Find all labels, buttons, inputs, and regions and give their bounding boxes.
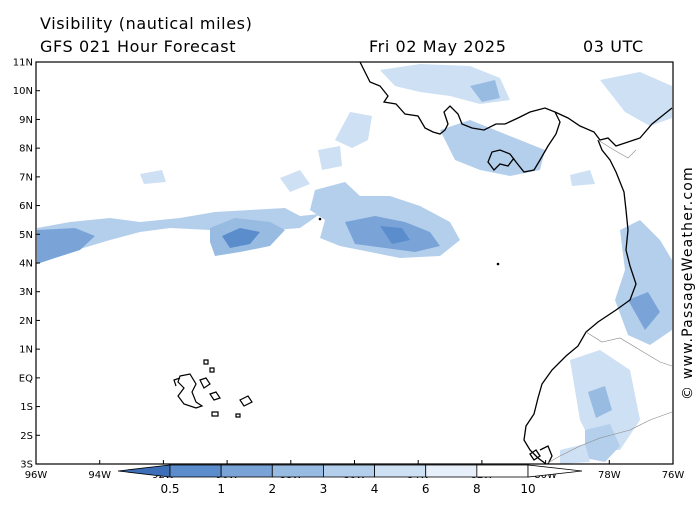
genovesa-island [209,367,215,373]
fog-patch-colombia-core [628,292,660,330]
fog-patch-scatter-1 [280,170,310,192]
fog-patch-scatter-2 [140,170,166,184]
fog-patch-north-4 [470,80,500,102]
colorbar-segment [220,464,273,478]
credit-text: © www.PassageWeather.com [680,166,696,400]
lat-label: 6N [19,201,33,212]
galapagos-islands [173,359,253,418]
lon-label: 78W [598,470,621,481]
colorbar-segment [374,464,427,478]
lat-label: 3S [20,460,33,471]
border-ecuador-peru [545,411,673,464]
panama-caribbean-coast [554,107,673,147]
fog-patch-east-deep [380,226,410,244]
lon-label: 80W [534,470,557,481]
lat-label: 8N [19,144,33,155]
lon-label: 76W [662,470,685,481]
ecuador-island [529,449,541,461]
cocos-island [318,217,322,221]
lat-label: 7N [19,172,33,183]
lat-label: 4N [19,259,33,270]
fog-band-west-core [37,228,95,264]
fog-patch-scatter-3 [318,146,342,170]
fog-patch-north-2 [440,120,545,176]
colorbar-label: 10 [520,482,535,496]
gulf-of-guayaquil [539,445,553,464]
colorbar-label: 4 [371,482,379,496]
lat-label: 3N [19,287,33,298]
forecast-date: Fri 02 May 2025 [369,37,507,56]
border-panama-colombia [597,139,637,159]
fog-patch-caribbean [600,72,672,126]
floreana-island [211,411,219,417]
lat-label: 2S [20,431,33,442]
coastlines [359,62,673,464]
lat-label: EQ [19,373,33,384]
isabela-island [177,373,204,409]
map-title: Visibility (nautical miles) [40,14,253,33]
central-america-coast [359,62,561,173]
visibility-colorbar: 0.5 1 2 3 4 6 8 10 [117,464,583,496]
santa-cruz-island [209,391,221,401]
colorbar-label: 2 [268,482,276,496]
colombia-pacific-coast [523,139,637,464]
fog-patch-peru [585,424,620,462]
forecast-subtitle: GFS 021 Hour Forecast [40,37,237,56]
marchena-island [203,359,209,365]
colorbar-segment [169,464,222,478]
colorbar-segment [425,464,478,478]
latitude-axis: 11N 10N 9N 8N 7N 6N 5N 4N 3N 2N 1N EQ 1S 2S 3S [13,58,40,471]
lat-label: 9N [19,115,33,126]
espanola-island [235,413,241,418]
fog-patch-scatter-4 [570,170,595,186]
fog-patch-central-core [222,228,260,248]
colorbar-label: 6 [422,482,430,496]
borders [545,139,673,464]
colorbar-high-arrow [527,464,583,478]
lon-label: 96W [25,470,48,481]
lat-label: 2N [19,316,33,327]
colorbar-segment [271,464,324,478]
lon-label: 94W [88,470,111,481]
colorbar-label: 3 [320,482,328,496]
malpelo-island [496,262,500,266]
border-colombia-ecuador [585,331,673,367]
colorbar-low-arrow [117,464,171,478]
santiago-island [199,377,211,389]
san-cristobal-island [239,395,253,407]
lat-label: 11N [13,58,33,69]
fog-patch-north-1 [335,112,372,148]
lat-label: 5N [19,230,33,241]
colorbar-segment [323,464,375,478]
fog-patch-south-1 [560,444,590,464]
colorbar-label: 0.5 [160,482,179,496]
lat-label: 1S [20,402,33,413]
colorbar-label: 8 [473,482,481,496]
forecast-time: 03 UTC [583,37,644,56]
visibility-field [37,64,672,464]
fernandina-island [173,377,181,387]
colorbar-segment [476,464,529,478]
lat-label: 10N [13,86,33,97]
lat-label: 1N [19,345,33,356]
fog-patch-ecuador-core [588,386,612,418]
colorbar-label: 1 [217,482,225,496]
